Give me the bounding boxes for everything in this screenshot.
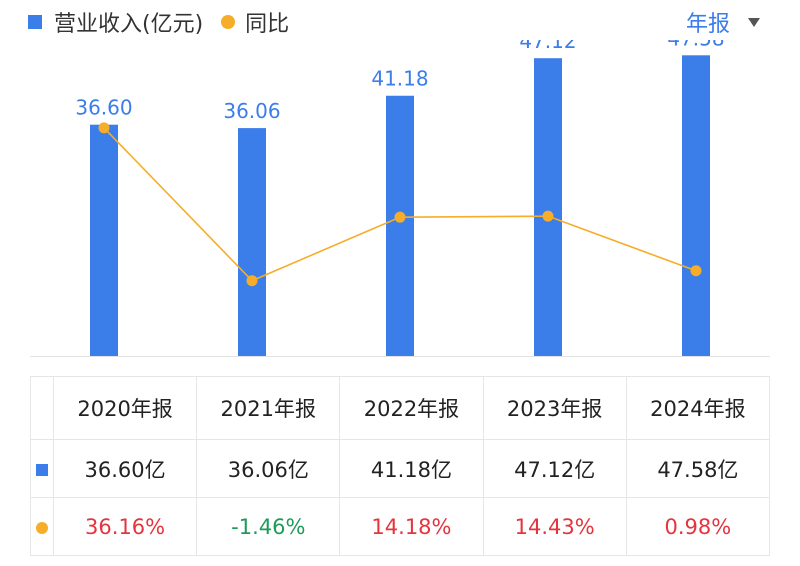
revenue-chart: 36.60 36.06 41.18 47.12 47.58 xyxy=(30,40,770,357)
revenue-legend-marker xyxy=(28,15,42,29)
revenue-bar xyxy=(386,95,414,356)
revenue-bar xyxy=(238,128,266,356)
data-table: 2020年报 2021年报 2022年报 2023年报 2024年报 36.60… xyxy=(30,376,771,556)
bar-value-label: 36.60 xyxy=(75,96,132,120)
yoy-cell: 36.16% xyxy=(52,497,198,556)
table-header-cell: 2022年报 xyxy=(339,376,484,440)
revenue-row-marker xyxy=(30,439,54,498)
bar-value-label: 41.18 xyxy=(371,67,428,91)
square-icon xyxy=(36,463,48,476)
period-selector-label: 年报 xyxy=(685,12,730,37)
revenue-cell: 36.60亿 xyxy=(52,439,198,498)
table-header-row: 2020年报 2021年报 2022年报 2023年报 2024年报 xyxy=(30,376,771,440)
revenue-cell: 47.58亿 xyxy=(625,439,771,498)
dot-icon xyxy=(36,521,48,534)
revenue-cell: 47.12亿 xyxy=(482,439,627,498)
revenue-legend-label: 营业收入(亿元) xyxy=(54,12,204,37)
yoy-point xyxy=(246,275,258,287)
revenue-cell: 36.06亿 xyxy=(196,439,341,498)
bar-value-label: 47.12 xyxy=(519,40,576,53)
bar-value-label: 47.58 xyxy=(667,40,724,50)
header-corner-cell xyxy=(30,376,54,440)
revenue-bar xyxy=(682,55,710,356)
period-selector[interactable]: 年报 xyxy=(685,8,760,37)
yoy-cell: 0.98% xyxy=(625,497,771,556)
table-header-cell: 2024年报 xyxy=(625,376,771,440)
revenue-bar xyxy=(90,124,118,356)
yoy-point xyxy=(394,211,406,223)
chevron-down-icon xyxy=(748,17,760,27)
revenue-row: 36.60亿 36.06亿 41.18亿 47.12亿 47.58亿 xyxy=(30,439,771,498)
yoy-cell: 14.43% xyxy=(482,497,627,556)
yoy-legend-marker xyxy=(221,15,236,29)
table-header-cell: 2020年报 xyxy=(52,376,198,440)
yoy-legend-label: 同比 xyxy=(245,12,290,37)
yoy-row: 36.16% -1.46% 14.18% 14.43% 0.98% xyxy=(30,497,771,556)
yoy-point xyxy=(690,265,702,277)
yoy-row-marker xyxy=(30,497,54,556)
yoy-point xyxy=(542,210,554,222)
yoy-point xyxy=(98,122,110,134)
revenue-cell: 41.18亿 xyxy=(339,439,484,498)
yoy-cell: 14.18% xyxy=(339,497,484,556)
table-header-cell: 2021年报 xyxy=(196,376,341,440)
table-header-cell: 2023年报 xyxy=(482,376,627,440)
yoy-cell: -1.46% xyxy=(196,497,341,556)
revenue-bar xyxy=(534,58,562,356)
bar-value-label: 36.06 xyxy=(223,99,280,123)
chart-legend: 营业收入(亿元) 同比 xyxy=(28,8,290,37)
